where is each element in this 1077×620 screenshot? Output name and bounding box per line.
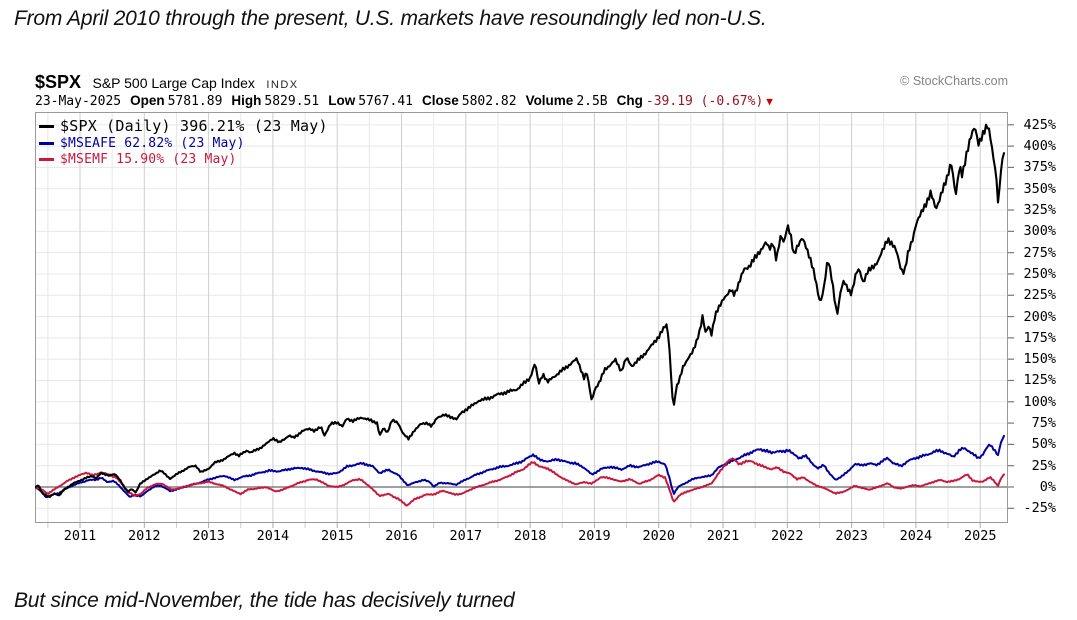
y-axis-label-175: 175% — [1023, 329, 1056, 346]
stockcharts-credit: © StockCharts.com — [900, 74, 1008, 88]
x-axis-label-2015: 2015 — [320, 528, 354, 544]
legend-item-mseafe: $MSEAFE 62.82% (23 May) — [39, 136, 328, 151]
quote-change: Chg -39.19 (-0.67%) ▼ — [616, 93, 773, 109]
quote-high: High 5829.51 — [231, 93, 320, 109]
quote-close: Close 5802.82 — [422, 93, 517, 109]
y-axis-label-25: 25% — [1031, 457, 1056, 474]
y-axis-label-250: 250% — [1023, 265, 1056, 282]
spx-line-swatch-icon — [39, 124, 54, 128]
change-down-arrow-icon: ▼ — [766, 95, 773, 108]
y-axis-label-225: 225% — [1023, 287, 1056, 304]
x-axis-label-2025: 2025 — [963, 528, 997, 544]
y-axis-label-325: 325% — [1023, 202, 1056, 219]
y-axis-label-275: 275% — [1023, 244, 1056, 261]
y-axis-label-425: 425% — [1023, 116, 1056, 133]
y-axis-label-150: 150% — [1023, 351, 1056, 368]
quote-row: 23-May-2025 Open 5781.89 High 5829.51 Low 5… — [35, 93, 1012, 109]
ticker-symbol: $SPX — [35, 72, 82, 92]
caption-bottom: But since mid-November, the tide has dec… — [14, 589, 515, 612]
x-axis-label-2022: 2022 — [771, 528, 804, 544]
x-axis-label-2021: 2021 — [706, 528, 740, 544]
performance-chart — [35, 112, 1014, 528]
x-axis-label-2016: 2016 — [385, 528, 418, 544]
y-axis-label-100: 100% — [1023, 393, 1056, 410]
y-axis-label-375: 375% — [1023, 159, 1056, 176]
x-axis-label-2023: 2023 — [835, 528, 868, 544]
y-axis-label-75: 75% — [1031, 415, 1056, 432]
chart-title: $SPX S&P 500 Large Cap Index INDX — [35, 72, 299, 93]
chart-legend: $SPX (Daily) 396.21% (23 May) $MSEAFE 62… — [39, 117, 328, 168]
x-axis-label-2014: 2014 — [256, 528, 290, 544]
quote-date: 23-May-2025 — [35, 94, 122, 109]
quote-open: Open 5781.89 — [130, 93, 223, 109]
msemf-line-swatch-icon — [39, 158, 54, 161]
x-axis-label-2011: 2011 — [63, 528, 97, 544]
y-axis-label-300: 300% — [1023, 223, 1056, 240]
stock-chart-panel: $SPX S&P 500 Large Cap Index INDX © Stoc… — [28, 68, 1068, 558]
y-axis-label-200: 200% — [1023, 308, 1056, 325]
x-axis-label-2019: 2019 — [578, 528, 611, 544]
ticker-name: S&P 500 Large Cap Index — [92, 75, 255, 91]
caption-top: From April 2010 through the present, U.S… — [14, 7, 767, 30]
mseafe-line-swatch-icon — [39, 142, 54, 145]
ticker-exchange: INDX — [266, 79, 299, 91]
y-axis-label--25: -25% — [1023, 500, 1056, 517]
y-axis-label-50: 50% — [1031, 436, 1056, 453]
y-axis-label-125: 125% — [1023, 372, 1056, 389]
x-axis-label-2018: 2018 — [513, 528, 547, 544]
x-axis-label-2017: 2017 — [449, 528, 483, 544]
quote-volume: Volume 2.5B — [525, 93, 608, 109]
y-axis-label-350: 350% — [1023, 180, 1056, 197]
x-axis-label-2012: 2012 — [128, 528, 161, 544]
x-axis-label-2024: 2024 — [899, 528, 933, 544]
series-line-spx — [35, 123, 1006, 498]
y-axis-label-400: 400% — [1023, 138, 1056, 155]
series-line-msemf — [35, 457, 1005, 507]
quote-low: Low 5767.41 — [328, 93, 413, 109]
x-axis-label-2013: 2013 — [192, 528, 225, 544]
y-axis-label-0: 0% — [1039, 479, 1056, 495]
legend-item-msemf: $MSEMF 15.90% (23 May) — [39, 152, 328, 167]
legend-item-spx: $SPX (Daily) 396.21% (23 May) — [39, 117, 328, 135]
x-axis-label-2020: 2020 — [642, 528, 675, 544]
